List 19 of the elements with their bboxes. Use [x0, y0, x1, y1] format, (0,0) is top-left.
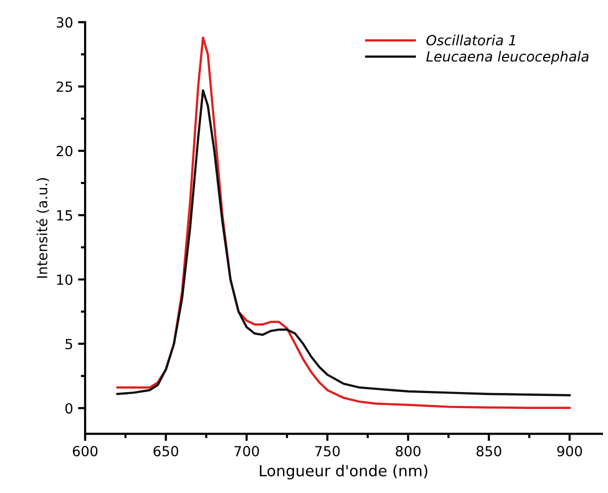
y-axis-title: Intensité (a.u.): [36, 178, 50, 278]
x-tick-label: 650: [154, 446, 178, 456]
y-tick-label: 10: [57, 274, 72, 285]
x-tick-label: 800: [396, 446, 420, 456]
x-tick-label: 900: [557, 446, 582, 456]
y-tick-label: 0: [65, 403, 72, 414]
x-tick-label: 850: [476, 446, 502, 456]
x-tick-label: 750: [315, 446, 340, 456]
y-tick-label: 20: [56, 146, 72, 156]
y-tick-label: 5: [66, 338, 72, 350]
x-tick-label: 700: [234, 446, 259, 456]
line-series: [116, 89, 571, 396]
legend-label: Leucaena leucocephala: [426, 50, 588, 64]
y-tick-label: 30: [56, 17, 72, 28]
y-tick-label: 15: [57, 210, 72, 221]
x-axis-title: Longueur d'onde (nm): [260, 464, 428, 480]
x-tick-label: 600: [72, 446, 98, 456]
legend-label: Oscillatoria 1: [426, 34, 515, 46]
y-tick-label: 25: [56, 81, 72, 92]
